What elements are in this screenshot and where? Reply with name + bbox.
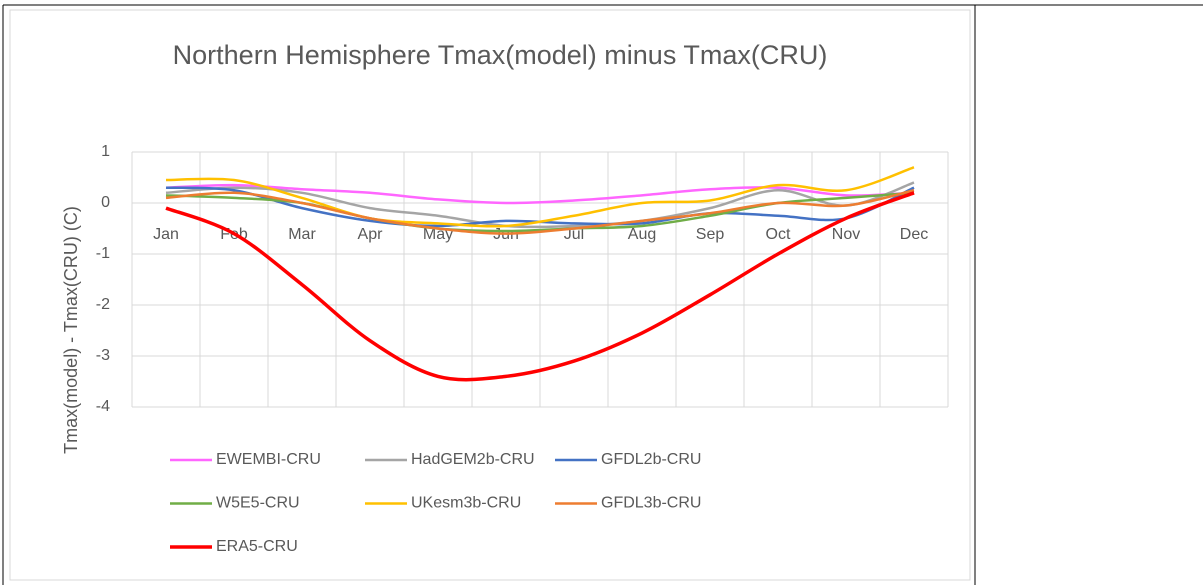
- legend-label: ERA5-CRU: [216, 538, 298, 555]
- x-tick-label: Oct: [766, 226, 791, 243]
- legend-label: GFDL2b-CRU: [601, 451, 701, 468]
- x-tick-label: Sep: [696, 226, 725, 243]
- x-tick-label: Aug: [628, 226, 656, 243]
- series-line: [165, 181, 915, 229]
- x-tick-label: Jan: [153, 226, 179, 243]
- y-tick-label: 0: [101, 194, 110, 211]
- x-tick-label: Mar: [288, 226, 316, 243]
- y-axis-title: Tmax(model) - Tmax(CRU) (C): [61, 206, 81, 454]
- chart-title: Northern Hemisphere Tmax(model) minus Tm…: [172, 40, 828, 70]
- series-line: [165, 183, 915, 205]
- chart-border: [9, 9, 971, 581]
- y-tick-label: 1: [101, 143, 110, 160]
- x-tick-label: Jul: [564, 226, 584, 243]
- series-line: [165, 189, 915, 235]
- y-tick-label: -3: [96, 347, 110, 364]
- x-tick-label: Dec: [900, 226, 928, 243]
- legend-label: UKesm3b-CRU: [411, 495, 521, 512]
- series-line: [165, 191, 915, 382]
- y-tick-label: -2: [96, 296, 110, 313]
- x-tick-label: Apr: [358, 226, 384, 243]
- series-line: [165, 166, 915, 228]
- x-tick-label: Nov: [832, 226, 860, 243]
- legend-label: GFDL3b-CRU: [601, 495, 701, 512]
- legend-label: W5E5-CRU: [216, 495, 300, 512]
- legend-label: HadGEM2b-CRU: [411, 451, 535, 468]
- y-tick-label: -1: [96, 245, 110, 262]
- y-tick-label: -4: [96, 398, 110, 415]
- legend-label: EWEMBI-CRU: [216, 451, 321, 468]
